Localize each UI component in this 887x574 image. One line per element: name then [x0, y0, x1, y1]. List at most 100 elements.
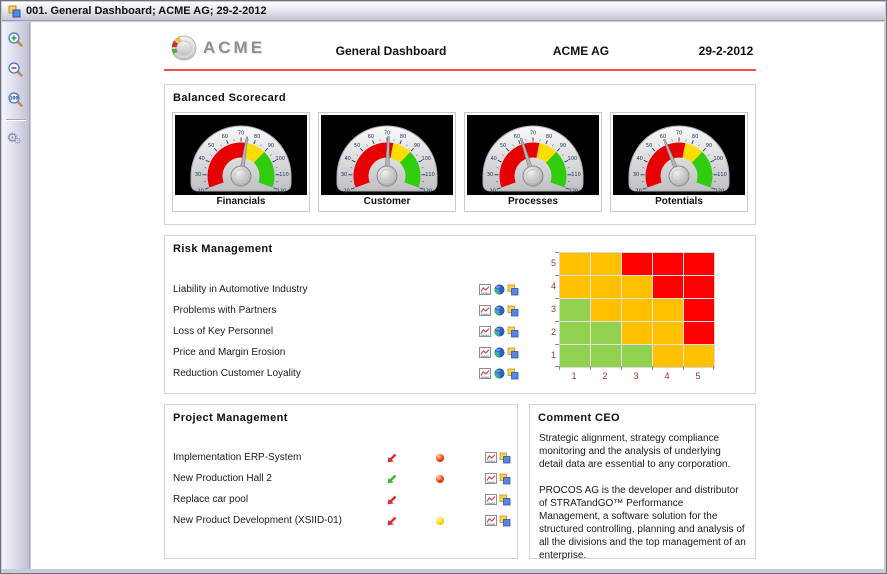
project-item-row: New Product Development (XSIID-01): [173, 510, 511, 531]
svg-text:100: 100: [568, 156, 578, 162]
chart-icon[interactable]: [479, 368, 491, 380]
chart-icon[interactable]: [479, 305, 491, 317]
risk-item-label: Liability in Automotive Industry: [173, 284, 308, 295]
risk-matrix-cell: [591, 253, 621, 275]
risk-matrix-y-tick-label: 3: [550, 304, 556, 314]
svg-text:30: 30: [341, 172, 347, 178]
cascade-icon[interactable]: [507, 326, 519, 338]
gauge-label: Financials: [216, 196, 266, 207]
risk-matrix-axis-tick: [555, 298, 559, 299]
pie-icon[interactable]: [493, 305, 505, 317]
svg-text:100: 100: [10, 95, 19, 100]
cascade-icon[interactable]: [507, 305, 519, 317]
risk-item-label: Reduction Customer Loyality: [173, 368, 301, 379]
svg-text:90: 90: [414, 143, 420, 149]
risk-matrix-axis-tick: [555, 321, 559, 322]
chart-icon[interactable]: [479, 284, 491, 296]
gauge-tile-financials[interactable]: 20 30 40 50 60 70 80 90 100 110 120 Financials: [172, 112, 310, 212]
svg-text:70: 70: [384, 131, 390, 137]
risk-matrix-cell: [591, 345, 621, 367]
risk-matrix-cell: [560, 276, 590, 298]
svg-text:70: 70: [530, 131, 536, 137]
risk-matrix-cell: [684, 299, 714, 321]
cascade-icon[interactable]: [499, 452, 511, 464]
svg-text:30: 30: [633, 172, 639, 178]
risk-matrix-x-tick-label: 5: [695, 371, 701, 381]
svg-text:60: 60: [368, 134, 374, 140]
svg-text:70: 70: [238, 131, 244, 137]
risk-item-row: Loss of Key Personnel: [173, 321, 519, 342]
pie-icon[interactable]: [493, 368, 505, 380]
gauge-tile-customer[interactable]: 20 30 40 50 60 70 80 90 100 110 120 Customer: [318, 112, 456, 212]
comment-ceo-text: Strategic alignment, strategy compliance…: [539, 432, 747, 569]
chart-icon[interactable]: [479, 326, 491, 338]
zoom-in-button[interactable]: [4, 27, 28, 51]
chart-icon[interactable]: [485, 473, 497, 485]
page-title: General Dashboard: [335, 44, 447, 58]
zoom-100-button[interactable]: 100: [4, 87, 28, 111]
risk-matrix-cell: [622, 299, 652, 321]
chart-icon[interactable]: [485, 452, 497, 464]
risk-matrix-y-labels: 5 4 3 2 1: [543, 252, 556, 367]
cascade-icon[interactable]: [507, 368, 519, 380]
svg-text:80: 80: [546, 134, 552, 140]
cascade-icon[interactable]: [499, 494, 511, 506]
svg-text:40: 40: [345, 156, 351, 162]
settings-gears-button[interactable]: ⚙ ⚙: [4, 129, 28, 153]
svg-text:40: 40: [637, 156, 643, 162]
chart-icon[interactable]: [485, 515, 497, 527]
svg-text:20: 20: [635, 188, 641, 194]
project-items-list: Implementation ERP-System New Production …: [173, 447, 511, 531]
cascade-icon[interactable]: [499, 473, 511, 485]
svg-text:20: 20: [197, 188, 203, 194]
risk-matrix-cell: [653, 276, 683, 298]
svg-text:50: 50: [500, 143, 506, 149]
gauge-tile-processes[interactable]: 20 30 40 50 60 70 80 90 100 110 120 Processes: [464, 112, 602, 212]
risk-matrix-cell: [684, 253, 714, 275]
risk-matrix-y-tick-label: 5: [550, 258, 556, 268]
risk-matrix-cell: [560, 322, 590, 344]
svg-text:100: 100: [276, 156, 286, 162]
gauge-chart: 20 30 40 50 60 70 80 90 100 110 120: [321, 115, 453, 195]
svg-text:120: 120: [423, 188, 433, 194]
pie-icon[interactable]: [493, 326, 505, 338]
section-title-project-management: Project Management: [173, 412, 288, 424]
risk-management-section: Risk Management Liability in Automotive …: [164, 235, 756, 394]
trend-arrow-green-icon: [386, 473, 402, 485]
svg-text:110: 110: [279, 172, 289, 178]
project-item-row: Replace car pool: [173, 489, 511, 510]
risk-matrix-axis-tick: [555, 275, 559, 276]
svg-text:80: 80: [254, 134, 260, 140]
svg-text:50: 50: [646, 143, 652, 149]
pie-icon[interactable]: [493, 284, 505, 296]
risk-item-row: Reduction Customer Loyality: [173, 363, 519, 384]
gauge-tile-potentials[interactable]: 20 30 40 50 60 70 80 90 100 110 120 Potentials: [610, 112, 748, 212]
cascade-icon[interactable]: [499, 515, 511, 527]
gauge-label: Customer: [363, 196, 411, 207]
risk-matrix-cell: [653, 253, 683, 275]
status-ball-red: [436, 453, 444, 462]
cascade-icon[interactable]: [507, 284, 519, 296]
risk-matrix-cell: [684, 345, 714, 367]
risk-matrix-axis-tick: [713, 366, 714, 370]
window-title: 001. General Dashboard; ACME AG; 29-2-20…: [26, 5, 267, 17]
svg-text:60: 60: [660, 134, 666, 140]
gauge-chart: 20 30 40 50 60 70 80 90 100 110 120: [613, 115, 745, 195]
risk-matrix-axis-tick: [590, 366, 591, 370]
project-item-row: New Production Hall 2: [173, 468, 511, 489]
cascade-icon[interactable]: [507, 347, 519, 359]
svg-text:120: 120: [569, 188, 579, 194]
risk-matrix-cell: [684, 322, 714, 344]
gauge-chart: 20 30 40 50 60 70 80 90 100 110 120: [467, 115, 599, 195]
pie-icon[interactable]: [493, 347, 505, 359]
project-item-label: Replace car pool: [173, 494, 249, 505]
risk-matrix-grid: [559, 252, 715, 368]
chart-icon[interactable]: [479, 347, 491, 359]
window-titlebar[interactable]: 001. General Dashboard; ACME AG; 29-2-20…: [2, 2, 885, 21]
svg-text:30: 30: [487, 172, 493, 178]
chart-icon[interactable]: [485, 494, 497, 506]
acme-globe-icon: [169, 33, 199, 63]
balanced-scorecard-section: Balanced Scorecard 20 30 40 50 60 70 80 90 100 11…: [164, 84, 756, 225]
status-ball-red: [436, 474, 444, 483]
zoom-out-button[interactable]: [4, 57, 28, 81]
